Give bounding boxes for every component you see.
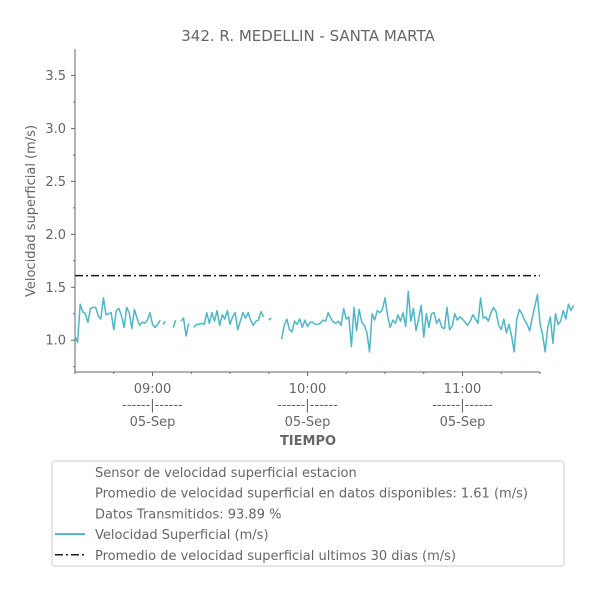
x-tick-date-2: 05-Sep xyxy=(440,415,486,430)
series-line-segment-3 xyxy=(180,317,190,337)
legend-entry-1: Promedio de velocidad superficial en dat… xyxy=(95,487,528,502)
y-ticks: 1.0 1.5 2.0 2.5 3.0 3.5 xyxy=(45,69,75,368)
series-line-segment-2 xyxy=(172,319,177,328)
y-tick-label-0: 1.0 xyxy=(45,334,66,349)
x-tick-sep-2: ------|------ xyxy=(432,398,493,413)
x-tick-label-0: 09:00 xyxy=(134,382,171,397)
x-ticks: 09:00------|------05-Sep10:00------|----… xyxy=(74,372,541,430)
legend-entry-3: Velocidad Superficial (m/s) xyxy=(95,528,269,543)
y-axis-label: Velocidad superficial (m/s) xyxy=(24,125,39,297)
x-tick-sep-0: ------|------ xyxy=(122,398,183,413)
x-tick-label-1: 10:00 xyxy=(289,382,326,397)
y-tick-label-3: 2.5 xyxy=(45,175,66,190)
series-line-segment-5 xyxy=(268,317,272,321)
x-tick-sep-1: ------|------ xyxy=(277,398,338,413)
legend-entry-4: Promedio de velocidad superficial ultimo… xyxy=(95,549,456,564)
series-line-segment-0 xyxy=(74,297,161,344)
legend-entry-0: Sensor de velocidad superficial estacion xyxy=(95,466,357,481)
legend: Sensor de velocidad superficial estacion… xyxy=(51,460,565,567)
plot-lines xyxy=(74,274,575,353)
series-line-segment-6 xyxy=(280,290,575,353)
legend-entry-2: Datos Transmitidos: 93.89 % xyxy=(95,507,281,522)
x-tick-date-0: 05-Sep xyxy=(130,415,176,430)
x-tick-date-1: 05-Sep xyxy=(285,415,331,430)
series-line-segment-4 xyxy=(193,309,265,331)
series-line-segment-1 xyxy=(162,320,167,325)
x-axis-label: TIEMPO xyxy=(280,434,336,449)
y-tick-label-2: 2.0 xyxy=(45,228,66,243)
legend-frame xyxy=(51,460,565,567)
y-tick-label-4: 3.0 xyxy=(45,122,66,137)
y-tick-label-5: 3.5 xyxy=(45,69,66,84)
chart-title: 342. R. MEDELLIN - SANTA MARTA xyxy=(181,27,435,45)
x-tick-label-2: 11:00 xyxy=(444,382,481,397)
y-tick-label-1: 1.5 xyxy=(45,281,66,296)
